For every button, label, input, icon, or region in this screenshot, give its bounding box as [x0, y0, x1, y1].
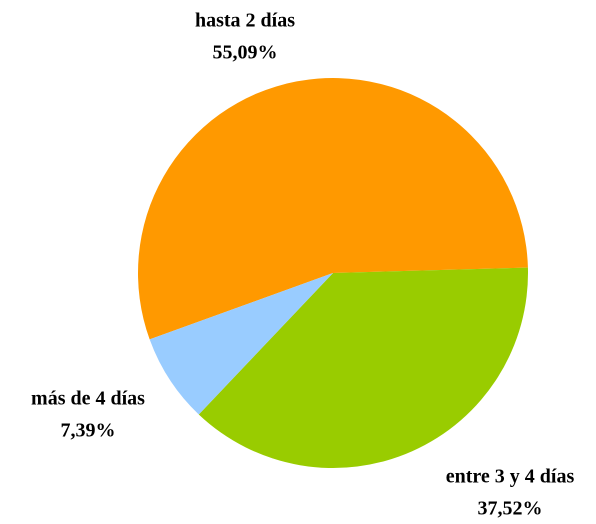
- slice-label: entre 3 y 4 días: [446, 466, 575, 488]
- slice-label: hasta 2 días: [195, 10, 295, 32]
- slice-value-label: 37,52%: [478, 498, 543, 520]
- slice-value-label: 7,39%: [61, 420, 116, 442]
- pie-slice: [138, 78, 528, 340]
- slice-value-label: 55,09%: [213, 42, 278, 64]
- pie-slice: [149, 273, 333, 415]
- pie-slice: [198, 267, 528, 468]
- slice-label: más de 4 días: [31, 388, 145, 410]
